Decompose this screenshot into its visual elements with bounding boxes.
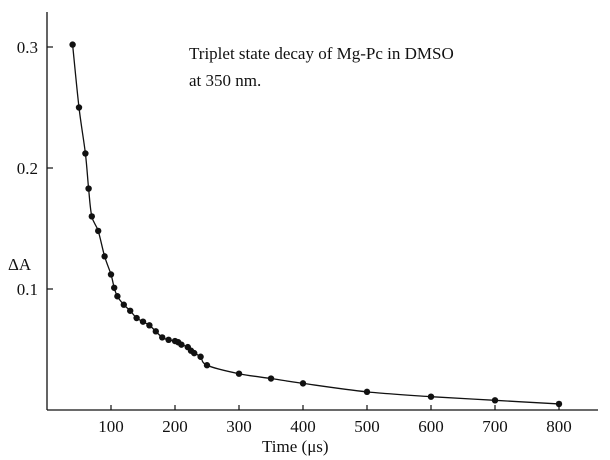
x-tick-label: 700 <box>482 417 508 436</box>
y-tick-label: 0.1 <box>17 280 38 299</box>
data-point <box>101 253 108 260</box>
data-point <box>127 307 134 314</box>
data-point <box>555 400 563 408</box>
y-tick-label: 0.2 <box>17 159 38 178</box>
x-tick-label: 500 <box>354 417 380 436</box>
x-axis-label: Time (μs) <box>262 437 329 456</box>
data-point <box>69 41 76 48</box>
data-point <box>146 322 153 329</box>
data-point <box>139 318 147 325</box>
data-points <box>69 41 563 408</box>
x-tick-label: 600 <box>418 417 444 436</box>
data-point <box>363 388 371 396</box>
decay-curve <box>71 44 560 405</box>
data-point <box>299 380 307 387</box>
data-point <box>427 393 435 400</box>
y-axis-label: ΔA <box>8 255 32 274</box>
data-point <box>88 213 96 220</box>
x-tick-label: 800 <box>546 417 572 436</box>
data-point <box>111 284 118 291</box>
data-point <box>107 271 115 278</box>
data-point <box>152 328 159 335</box>
data-point <box>82 150 89 157</box>
tick-group <box>47 46 560 410</box>
data-point <box>95 227 102 235</box>
data-point <box>203 362 211 369</box>
data-point <box>235 370 243 377</box>
tick-label-group: 100 200 300 400 500 600 700 800 0.1 0.2 0.3 <box>17 38 572 436</box>
annotation-line-2: at 350 nm. <box>189 71 261 90</box>
data-point <box>159 334 166 341</box>
data-point <box>120 301 128 308</box>
data-point <box>267 375 275 382</box>
data-point <box>178 341 185 348</box>
plot-axes <box>46 12 598 411</box>
data-point <box>491 397 499 404</box>
data-point <box>75 104 83 111</box>
data-point <box>114 293 121 300</box>
data-point <box>85 185 92 192</box>
annotation-line-1: Triplet state decay of Mg-Pc in DMSO <box>189 44 454 63</box>
data-point <box>191 349 198 357</box>
data-point <box>133 314 140 322</box>
x-tick-label: 100 <box>98 417 124 436</box>
x-tick-label: 300 <box>226 417 252 436</box>
data-point <box>165 336 172 344</box>
y-tick-label: 0.3 <box>17 38 38 57</box>
x-tick-label: 200 <box>162 417 188 436</box>
x-tick-label: 400 <box>290 417 316 436</box>
data-point <box>197 353 204 360</box>
